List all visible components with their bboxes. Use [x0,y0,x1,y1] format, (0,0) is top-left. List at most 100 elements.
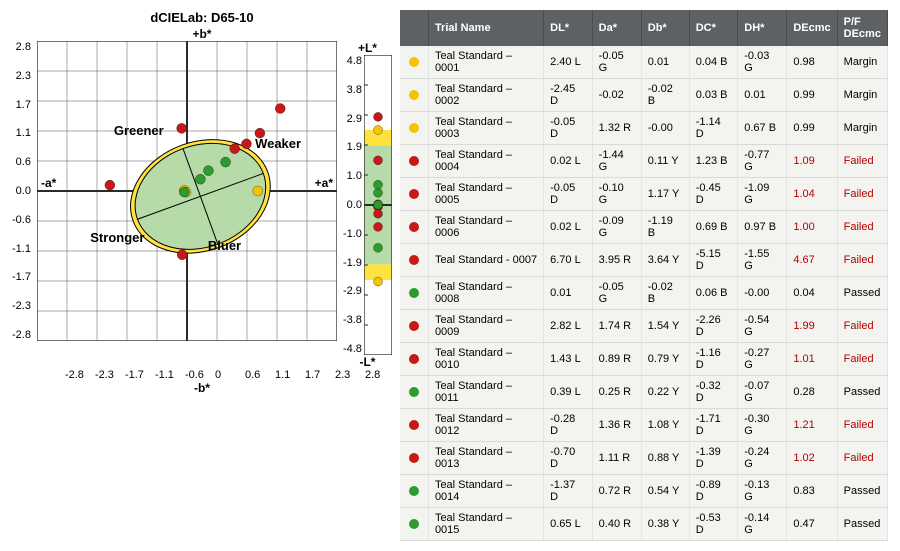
table-cell: -1.37 D [544,475,593,508]
status-dot-icon [409,486,419,496]
table-cell: Failed [837,442,887,475]
table-row: Teal Standard – 00110.39 L0.25 R0.22 Y-0… [400,376,888,409]
table-row: Teal Standard – 0002-2.45 D-0.02-0.02 B0… [400,79,888,112]
table-cell: Teal Standard – 0002 [428,79,543,112]
table-cell: 6.70 L [544,244,593,277]
table-row: Teal Standard – 0013-0.70 D1.11 R0.88 Y-… [400,442,888,475]
table-cell: -1.44 G [592,145,641,178]
table-cell: Teal Standard – 0013 [428,442,543,475]
table-cell: -0.05 G [592,277,641,310]
col-header [400,10,429,46]
table-cell: Margin [837,112,887,145]
table-cell: 0.04 [787,277,837,310]
cielab-chart: dCIELab: D65-10 +b* 2.82.31.71.10.60.0-0… [12,10,392,395]
status-dot-icon [409,321,419,331]
table-cell: -0.05 G [592,46,641,79]
table-cell: 0.02 L [544,145,593,178]
table-header-row: Trial NameDL*Da*Db*DC*DH*DEcmcP/FDEcmc [400,10,888,46]
axis-l-plus-label: +L* [343,41,392,55]
table-row: Teal Standard – 00040.02 L-1.44 G0.11 Y1… [400,145,888,178]
status-dot-icon [409,57,419,67]
table-cell: 0.54 Y [641,475,689,508]
table-cell: 0.22 Y [641,376,689,409]
status-dot-icon [409,453,419,463]
table-cell: 0.89 R [592,343,641,376]
status-dot-icon [409,519,419,529]
table-row: Teal Standard – 00080.01-0.05 G-0.02 B0.… [400,277,888,310]
table-cell: 2.40 L [544,46,593,79]
table-row: Teal Standard – 00060.02 L-0.09 G-1.19 B… [400,211,888,244]
table-cell: 0.69 B [689,211,738,244]
table-cell: Margin [837,79,887,112]
table-cell: 0.83 [787,475,837,508]
l-tick-labels: 4.83.82.91.91.00.0-1.0-1.9-2.9-3.8-4.8 [343,55,362,355]
table-cell: -1.16 D [689,343,738,376]
table-cell: 1.02 [787,442,837,475]
table-cell: -0.28 D [544,409,593,442]
table-body: Teal Standard – 00012.40 L-0.05 G0.010.0… [400,46,888,541]
table-cell: -0.07 G [738,376,787,409]
svg-text:Greener: Greener [114,123,164,138]
table-cell: Failed [837,211,887,244]
table-cell: 1.00 [787,211,837,244]
table-cell: -0.32 D [689,376,738,409]
table-row: Teal Standard – 0014-1.37 D0.72 R0.54 Y-… [400,475,888,508]
table-cell: Teal Standard – 0003 [428,112,543,145]
table-cell: Teal Standard - 0007 [428,244,543,277]
table-row: Teal Standard – 0005-0.05 D-0.10 G1.17 Y… [400,178,888,211]
table-cell: -0.54 G [738,310,787,343]
svg-text:+a*: +a* [315,176,334,190]
svg-text:-a*: -a* [41,176,57,190]
table-cell: Passed [837,277,887,310]
table-cell: -1.71 D [689,409,738,442]
table-cell: -1.19 B [641,211,689,244]
col-header: P/FDEcmc [837,10,887,46]
table-cell: Teal Standard – 0014 [428,475,543,508]
lstar-strip-svg [364,55,392,355]
table-cell: -0.09 G [592,211,641,244]
table-cell: -0.00 [738,277,787,310]
col-header: Db* [641,10,689,46]
table-cell: 1.36 R [592,409,641,442]
table-cell: 0.11 Y [641,145,689,178]
table-cell: -5.15 D [689,244,738,277]
table-cell: 1.08 Y [641,409,689,442]
table-cell: 0.98 [787,46,837,79]
svg-text:Stronger: Stronger [90,230,144,245]
table-cell: -0.02 [592,79,641,112]
table-cell: 1.74 R [592,310,641,343]
table-cell: -0.05 D [544,178,593,211]
table-cell: -2.26 D [689,310,738,343]
table-cell: 0.40 R [592,508,641,541]
table-row: Teal Standard – 00150.65 L0.40 R0.38 Y-0… [400,508,888,541]
axis-b-plus-label: +b* [192,27,211,41]
cielab-plot-svg: -a*+a*GreenerWeakerStrongerBluer [37,41,337,341]
status-dot-icon [409,156,419,166]
table-cell: Teal Standard – 0010 [428,343,543,376]
table-cell: 1.21 [787,409,837,442]
table-cell: -0.10 G [592,178,641,211]
table-cell: Passed [837,376,887,409]
table-cell: -1.55 G [738,244,787,277]
table-cell: 0.99 [787,112,837,145]
table-cell: 0.67 B [738,112,787,145]
table-cell: -0.05 D [544,112,593,145]
y-tick-labels: 2.82.31.71.10.60.0-0.6-1.1-1.7-2.3-2.8 [12,41,31,341]
table-cell: 0.38 Y [641,508,689,541]
table-cell: 1.54 Y [641,310,689,343]
table-cell: 1.99 [787,310,837,343]
table-cell: 0.25 R [592,376,641,409]
table-cell: 0.88 Y [641,442,689,475]
table-cell: 0.47 [787,508,837,541]
axis-l-minus-label: -L* [343,355,392,369]
table-cell: 1.17 Y [641,178,689,211]
table-cell: -0.27 G [738,343,787,376]
results-table: Trial NameDL*Da*Db*DC*DH*DEcmcP/FDEcmc T… [400,10,888,541]
table-cell: 0.01 [544,277,593,310]
table-cell: 1.04 [787,178,837,211]
table-cell: -0.14 G [738,508,787,541]
status-dot-icon [409,420,419,430]
table-cell: -0.53 D [689,508,738,541]
table-cell: 0.65 L [544,508,593,541]
chart-title: dCIELab: D65-10 [150,10,253,25]
